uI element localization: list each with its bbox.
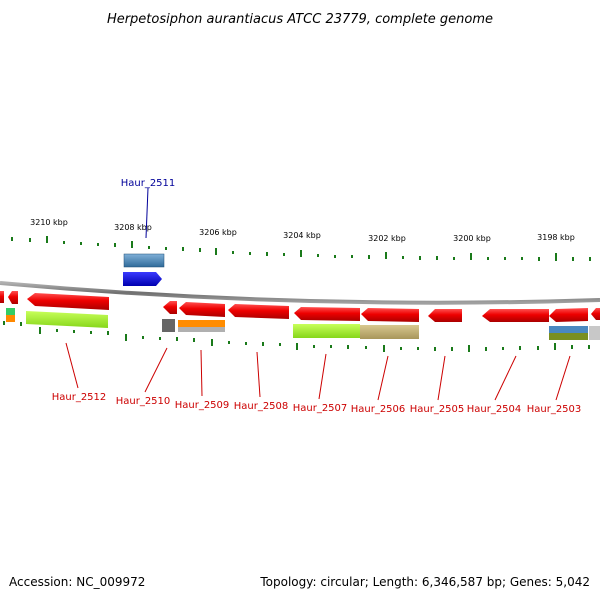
gene-label[interactable]: Haur_2506 [351, 404, 406, 415]
gene-label[interactable]: Haur_2504 [467, 404, 522, 415]
gene-arrow-haur-2506[interactable] [361, 308, 419, 322]
label-leaders [65, 187, 571, 401]
kbp-scale: 3210 kbp 3208 kbp 3206 kbp 3204 kbp 3202… [30, 218, 575, 243]
genome-backbone [0, 281, 600, 305]
kbp-label: 3206 kbp [199, 228, 237, 237]
kbp-label: 3208 kbp [114, 223, 152, 232]
reverse-strand-track [0, 291, 600, 322]
cog-annotation-bar [123, 253, 165, 268]
gene-label[interactable]: Haur_2511 [121, 178, 176, 189]
gene-arrow-haur-2504[interactable] [482, 309, 549, 322]
gene-arrow-haur-2508[interactable] [228, 304, 289, 319]
kbp-label: 3200 kbp [453, 234, 491, 243]
kbp-label: 3210 kbp [30, 218, 68, 227]
gene-labels: Haur_2511 Haur_2512 Haur_2510 Haur_2509 … [52, 178, 582, 415]
forward-gene-arrow [123, 272, 162, 286]
gene-arrow-haur-2505[interactable] [428, 309, 462, 322]
gene-label[interactable]: Haur_2509 [175, 400, 230, 411]
reverse-cog-track [6, 308, 600, 340]
gene-label[interactable]: Haur_2507 [293, 403, 348, 414]
gene-label[interactable]: Haur_2508 [234, 401, 289, 412]
kbp-label: 3202 kbp [368, 234, 406, 243]
genome-summary: Topology: circular; Length: 6,346,587 bp… [259, 575, 590, 589]
gene-label[interactable]: Haur_2510 [116, 396, 171, 407]
gene-haur-2511[interactable] [123, 253, 165, 286]
gene-arrow-haur-2512[interactable] [27, 293, 109, 310]
gene-arrow-partial [0, 291, 4, 303]
gene-arrow-haur-2507[interactable] [294, 307, 360, 321]
kbp-label: 3198 kbp [537, 233, 575, 242]
outer-tick-track [11, 236, 591, 261]
gene-arrow-partial [8, 291, 18, 304]
accession-text: Accession: NC_009972 [9, 575, 145, 589]
gene-arrow-haur-2503[interactable] [549, 308, 588, 322]
gene-arrow-haur-2509[interactable] [179, 302, 225, 317]
gene-label[interactable]: Haur_2503 [527, 404, 582, 415]
map-title: Herpetosiphon aurantiacus ATCC 23779, co… [107, 12, 493, 27]
gene-label[interactable]: Haur_2512 [52, 392, 107, 403]
gene-arrow-partial [591, 308, 600, 320]
inner-tick-track [3, 321, 590, 352]
kbp-label: 3204 kbp [283, 231, 321, 240]
gene-arrow-haur-2510[interactable] [163, 301, 177, 314]
gene-label[interactable]: Haur_2505 [410, 404, 465, 415]
